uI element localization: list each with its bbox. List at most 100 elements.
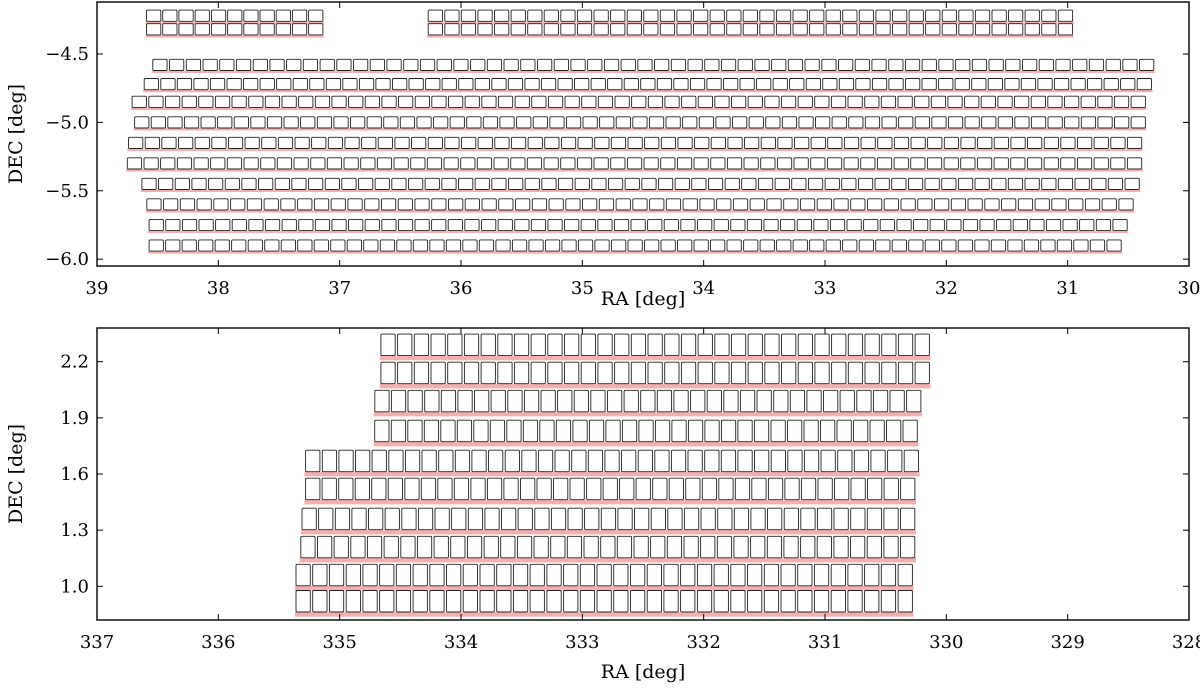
bottom-chip <box>540 389 556 413</box>
top-chip <box>1139 58 1155 71</box>
bottom-chip <box>533 535 549 559</box>
top-chip <box>580 218 596 232</box>
bottom-x-tick-label: 329 <box>1050 632 1084 653</box>
top-chip <box>660 239 676 252</box>
top-chip <box>503 58 519 71</box>
top-chip <box>364 218 380 232</box>
top-chip <box>466 116 482 129</box>
top-chip <box>682 198 698 211</box>
bottom-chip <box>613 590 629 613</box>
top-chip <box>993 157 1009 170</box>
top-chip <box>663 218 679 232</box>
bottom-chip <box>623 389 639 413</box>
top-chip <box>178 23 194 36</box>
bottom-chip <box>747 590 763 613</box>
top-chip <box>231 218 247 232</box>
top-chip <box>877 136 893 149</box>
top-chip <box>913 218 929 232</box>
top-chip <box>641 177 657 190</box>
bottom-chip <box>454 449 471 473</box>
top-chip <box>815 116 831 129</box>
bottom-chip <box>864 361 880 385</box>
bottom-chip <box>650 535 666 559</box>
top-chip <box>342 78 358 91</box>
top-chip <box>293 157 309 170</box>
top-chip <box>842 239 858 252</box>
top-chip <box>659 23 676 36</box>
bottom-chip <box>529 563 545 587</box>
top-chip <box>481 198 497 211</box>
top-chip <box>610 23 626 36</box>
top-chip <box>510 9 526 22</box>
top-chip <box>864 116 881 129</box>
top-chip <box>1029 218 1045 232</box>
top-chip <box>677 239 693 252</box>
top-chip <box>276 78 292 91</box>
top-chip <box>364 198 380 211</box>
top-chip <box>297 239 313 252</box>
top-chip <box>689 78 706 91</box>
top-chip <box>330 239 346 252</box>
bottom-chip <box>496 590 512 613</box>
top-chip <box>300 116 316 129</box>
bottom-chip <box>413 333 430 357</box>
top-chip <box>381 95 397 108</box>
bottom-chip <box>734 477 751 501</box>
top-overlap-streak <box>145 21 324 24</box>
top-chip <box>431 218 447 232</box>
top-chip <box>938 78 954 91</box>
top-chip <box>710 157 726 170</box>
bottom-chip <box>440 419 456 443</box>
top-chip <box>759 239 775 252</box>
top-chip <box>547 218 563 232</box>
top-chip <box>825 239 841 252</box>
top-chip <box>858 239 874 252</box>
bottom-chip <box>546 590 562 613</box>
bottom-chip <box>773 389 789 413</box>
bottom-chip <box>864 333 880 357</box>
top-chip <box>476 157 493 170</box>
top-chip <box>537 58 553 71</box>
top-chip <box>917 198 933 211</box>
top-chip <box>743 157 759 170</box>
bottom-chip <box>630 563 646 587</box>
top-chip <box>202 58 218 71</box>
bottom-ticks-layer: 337 336 335 334 333 332 331 330 329 328 2.2 1.9 1.6 1… <box>60 328 1200 653</box>
bottom-chip <box>656 389 673 413</box>
top-chip <box>1072 58 1088 71</box>
bottom-chip <box>730 590 746 613</box>
bottom-chip <box>453 477 470 501</box>
top-chip <box>410 157 426 170</box>
top-chip <box>626 23 642 36</box>
bottom-x-tick-label: 332 <box>686 632 720 653</box>
top-chip <box>1112 218 1128 232</box>
top-chip <box>704 58 720 71</box>
bottom-chip <box>664 361 680 385</box>
top-chip <box>217 116 233 129</box>
top-chip <box>574 177 590 190</box>
top-chip <box>436 58 452 71</box>
bottom-chip <box>880 590 897 613</box>
top-chip <box>590 78 606 91</box>
top-chip <box>391 177 407 190</box>
top-chip <box>976 157 993 170</box>
bottom-chip <box>397 333 413 357</box>
top-chip <box>927 136 943 149</box>
bottom-chip <box>853 449 870 473</box>
bottom-chip <box>522 419 539 443</box>
top-chip <box>789 78 805 91</box>
bottom-chip <box>797 590 813 613</box>
bottom-chip <box>479 563 495 587</box>
top-chip <box>908 239 924 252</box>
top-chip <box>1122 58 1138 71</box>
top-chip <box>673 78 689 91</box>
top-chip <box>824 177 840 190</box>
top-ticks-layer: 39 38 37 36 35 34 33 32 31 30 −4.5 −5.0 −5.5 −6.0 <box>45 2 1200 299</box>
bottom-chip <box>780 563 796 587</box>
top-chip <box>1106 239 1122 252</box>
top-chip <box>1041 23 1057 36</box>
top-chip <box>891 239 907 252</box>
bottom-chip <box>368 507 384 531</box>
bottom-chip <box>513 361 530 385</box>
top-chip <box>443 157 459 170</box>
